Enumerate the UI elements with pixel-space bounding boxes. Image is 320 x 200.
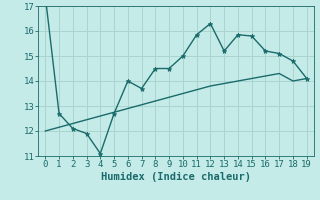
X-axis label: Humidex (Indice chaleur): Humidex (Indice chaleur): [101, 172, 251, 182]
